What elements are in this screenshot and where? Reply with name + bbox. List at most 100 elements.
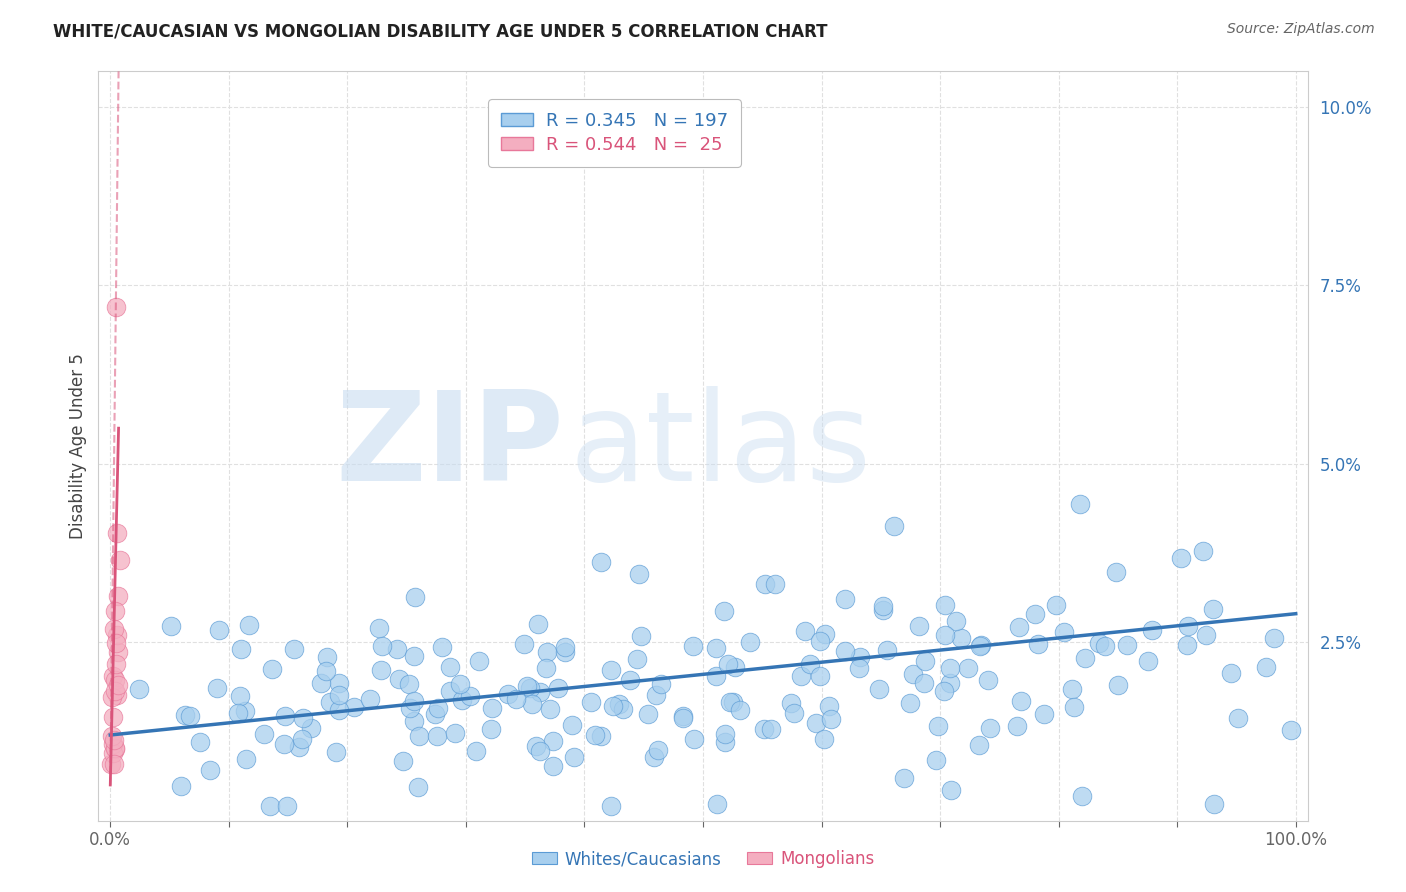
Point: [426, 701, 449, 715]
Point: [536, 645, 558, 659]
Point: [738, 635, 761, 649]
Point: [790, 669, 813, 683]
Point: [291, 732, 314, 747]
Point: [1175, 638, 1198, 652]
Point: [893, 772, 915, 786]
Point: [650, 677, 672, 691]
Text: ZIP: ZIP: [335, 385, 564, 507]
Text: atlas: atlas: [569, 385, 872, 507]
Point: [505, 692, 527, 706]
Point: [259, 799, 281, 814]
Point: [561, 718, 583, 732]
Point: [721, 695, 744, 709]
Point: [912, 676, 935, 690]
Legend: Whites/Caucasians, Mongolians: Whites/Caucasians, Mongolians: [524, 844, 882, 875]
Point: [287, 739, 309, 754]
Point: [591, 729, 613, 743]
Point: [554, 645, 576, 659]
Point: [672, 709, 695, 723]
Point: [103, 756, 125, 771]
Point: [103, 732, 125, 747]
Point: [315, 650, 337, 665]
Point: [1069, 497, 1091, 511]
Point: [813, 731, 835, 746]
Point: [876, 643, 898, 657]
Point: [957, 661, 980, 675]
Point: [579, 695, 602, 709]
Point: [208, 623, 231, 637]
Point: [1007, 620, 1029, 634]
Point: [1195, 628, 1218, 642]
Point: [1254, 659, 1277, 673]
Point: [612, 702, 634, 716]
Point: [104, 604, 127, 618]
Point: [607, 697, 630, 711]
Text: WHITE/CAUCASIAN VS MONGOLIAN DISABILITY AGE UNDER 5 CORRELATION CHART: WHITE/CAUCASIAN VS MONGOLIAN DISABILITY …: [53, 22, 828, 40]
Point: [1279, 723, 1302, 737]
Point: [541, 734, 564, 748]
Point: [406, 780, 429, 795]
Point: [103, 622, 125, 636]
Point: [600, 799, 623, 814]
Point: [367, 621, 389, 635]
Point: [328, 688, 350, 702]
Point: [868, 682, 890, 697]
Point: [292, 711, 315, 725]
Point: [101, 737, 124, 751]
Point: [977, 673, 1000, 688]
Point: [315, 664, 337, 678]
Point: [1170, 551, 1192, 566]
Point: [704, 640, 727, 655]
Point: [274, 709, 297, 723]
Point: [1074, 651, 1097, 665]
Point: [198, 763, 221, 777]
Point: [647, 742, 669, 756]
Point: [1062, 681, 1084, 696]
Point: [426, 730, 449, 744]
Point: [1263, 632, 1285, 646]
Point: [481, 700, 503, 714]
Point: [1071, 789, 1094, 803]
Point: [404, 648, 426, 663]
Point: [934, 598, 956, 612]
Point: [1115, 638, 1137, 652]
Point: [229, 689, 252, 703]
Point: [534, 661, 557, 675]
Point: [644, 688, 666, 702]
Point: [101, 729, 124, 743]
Point: [526, 739, 548, 753]
Point: [496, 687, 519, 701]
Point: [520, 697, 543, 711]
Point: [423, 706, 446, 721]
Point: [387, 642, 409, 657]
Point: [444, 726, 467, 740]
Point: [430, 640, 453, 654]
Point: [1107, 678, 1129, 692]
Point: [519, 681, 541, 695]
Point: [934, 628, 956, 642]
Point: [276, 799, 298, 814]
Point: [103, 710, 125, 724]
Point: [1191, 544, 1213, 558]
Point: [101, 669, 124, 683]
Point: [1220, 666, 1243, 681]
Point: [1177, 618, 1199, 632]
Point: [1024, 607, 1046, 621]
Point: [808, 633, 831, 648]
Point: [370, 639, 392, 653]
Point: [104, 742, 127, 756]
Point: [468, 654, 491, 668]
Point: [273, 737, 295, 751]
Point: [834, 644, 856, 658]
Point: [672, 711, 695, 725]
Point: [682, 640, 704, 654]
Point: [233, 704, 256, 718]
Point: [939, 675, 962, 690]
Point: [804, 716, 827, 731]
Point: [516, 679, 538, 693]
Point: [630, 629, 652, 643]
Point: [718, 695, 741, 709]
Point: [1105, 566, 1128, 580]
Point: [754, 722, 776, 736]
Point: [714, 727, 737, 741]
